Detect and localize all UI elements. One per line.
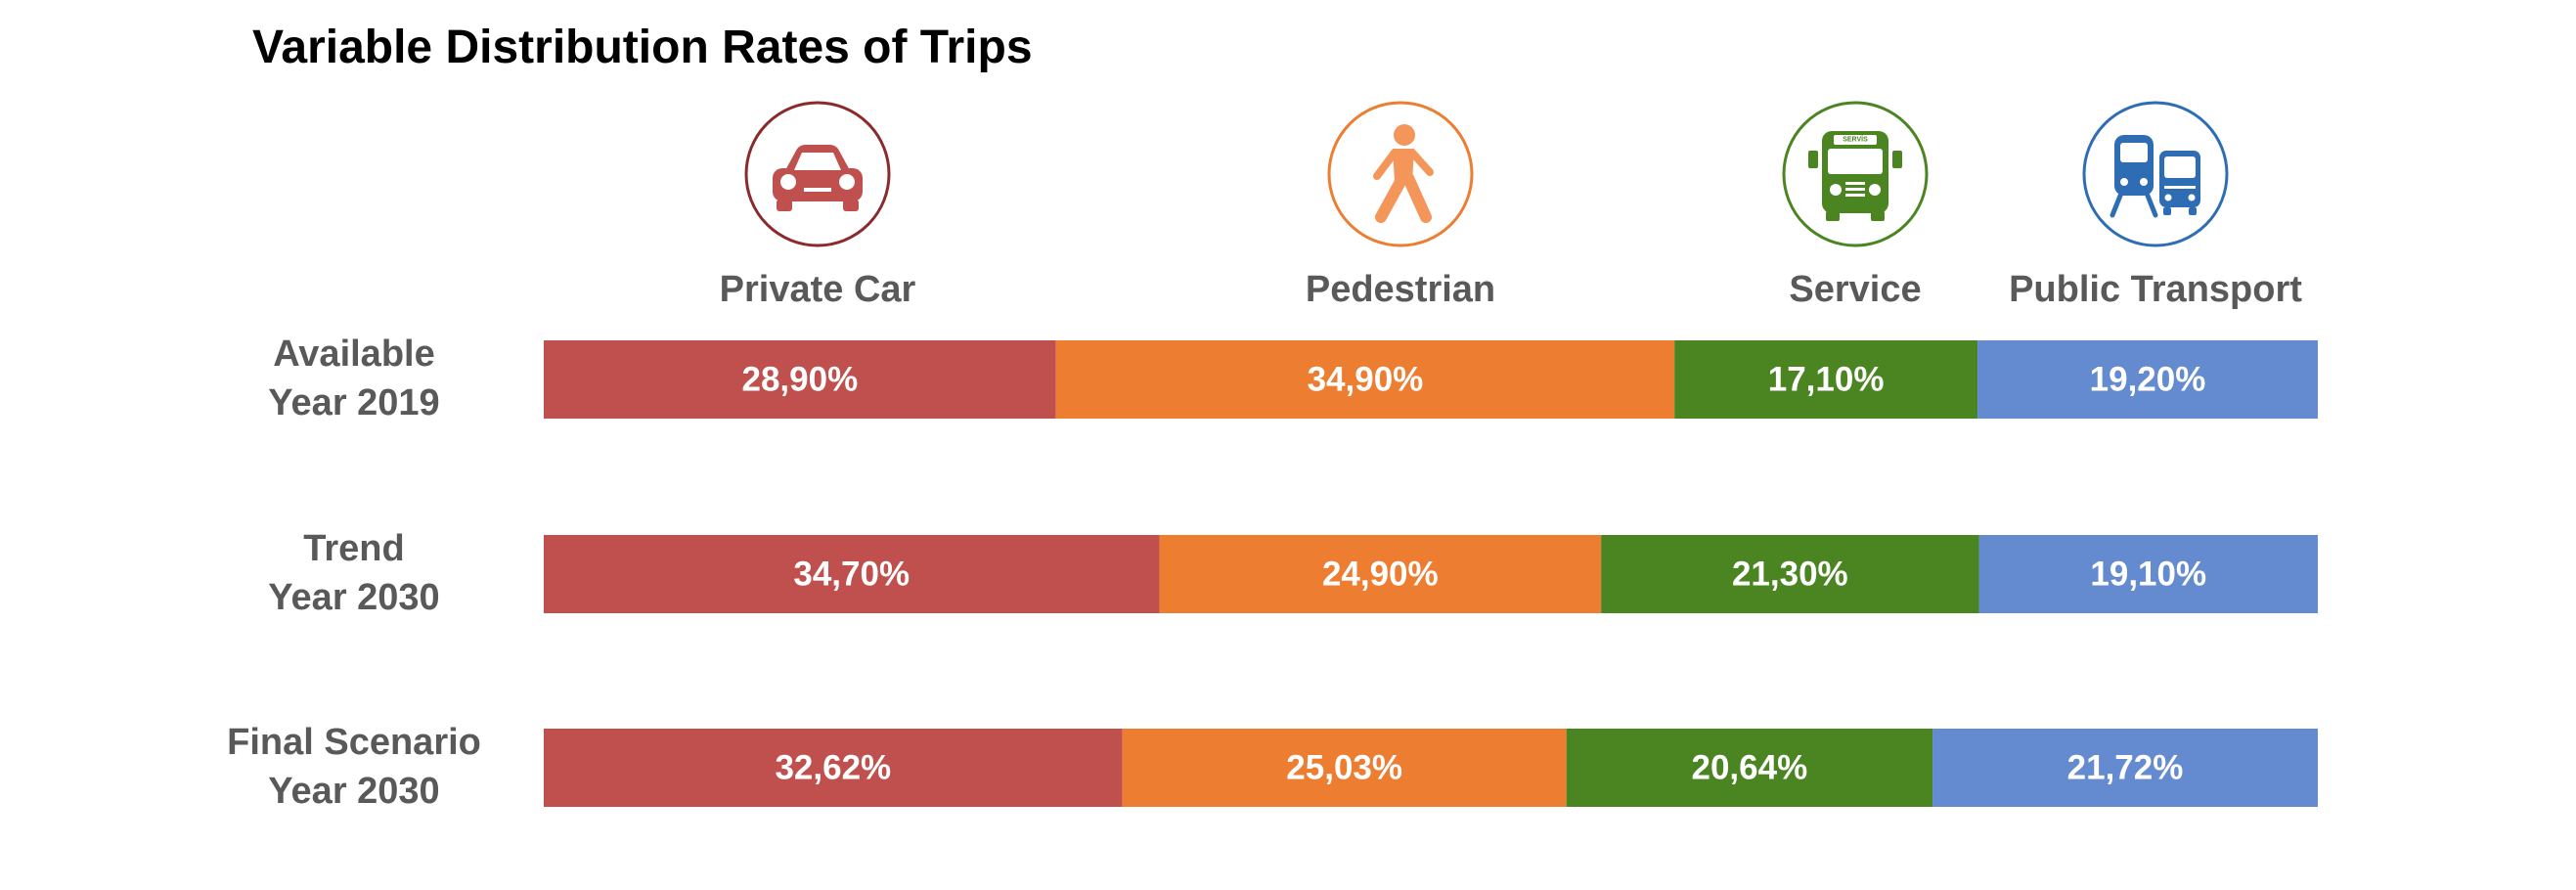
bar-segment bbox=[544, 535, 1160, 613]
bar-segment bbox=[1978, 535, 2318, 613]
legend-label: Private Car bbox=[720, 269, 916, 310]
category-label-line: Final Scenario bbox=[227, 722, 481, 763]
bar-value-label: 25,03% bbox=[1286, 749, 1402, 787]
bar-segment bbox=[1159, 535, 1602, 613]
chart-title: Variable Distribution Rates of Trips bbox=[252, 22, 1033, 73]
bar-value-label: 20,64% bbox=[1691, 749, 1807, 787]
bar-value-label: 32,62% bbox=[775, 749, 891, 787]
bar-segment bbox=[1566, 729, 1933, 807]
legend-label: Pedestrian bbox=[1306, 269, 1495, 310]
category-label: Trend Year 2030 bbox=[268, 528, 439, 618]
bar-segment bbox=[1122, 729, 1567, 807]
category-label: Available Year 2019 bbox=[268, 334, 439, 423]
bar-segment bbox=[544, 729, 1123, 807]
bar-value-label: 34,70% bbox=[793, 556, 910, 594]
category-label-line: Year 2030 bbox=[268, 771, 439, 812]
legend-item: Public Transport bbox=[2009, 101, 2302, 310]
car-icon bbox=[744, 101, 891, 247]
legend: Private Car Pedestrian SERVİS Service Public… bbox=[720, 101, 2302, 310]
bar-segment bbox=[1674, 340, 1978, 419]
legend-label: Service bbox=[1789, 269, 1921, 310]
category-label-line: Year 2030 bbox=[268, 577, 439, 618]
pedestrian-icon bbox=[1327, 101, 1474, 247]
category-label: Final Scenario Year 2030 bbox=[227, 722, 481, 812]
legend-label: Public Transport bbox=[2009, 269, 2302, 310]
bar-value-label: 19,10% bbox=[2090, 556, 2206, 594]
bars: 28,90% 34,90% 17,10% 19,20% 34,70% 24,90% 21,3… bbox=[544, 340, 2318, 807]
bar-value-label: 24,90% bbox=[1322, 556, 1439, 594]
bar-value-label: 34,90% bbox=[1308, 361, 1424, 399]
bar-value-label: 21,72% bbox=[2067, 749, 2184, 787]
bar-segment bbox=[1055, 340, 1675, 419]
service-badge-text: SERVİS bbox=[1843, 136, 1868, 144]
bar-segment bbox=[1932, 729, 2318, 807]
public-transport-icon bbox=[2082, 101, 2229, 247]
service-bus-icon: SERVİS bbox=[1782, 101, 1929, 247]
bar-value-label: 19,20% bbox=[2090, 361, 2206, 399]
legend-item: SERVİS Service bbox=[1782, 101, 1929, 310]
category-label-line: Trend bbox=[303, 528, 404, 569]
bar-value-label: 17,10% bbox=[1768, 361, 1885, 399]
bar-segment bbox=[1601, 535, 1979, 613]
bar-value-label: 21,30% bbox=[1732, 556, 1848, 594]
legend-item: Pedestrian bbox=[1306, 101, 1495, 310]
bar-segment bbox=[1977, 340, 2318, 419]
bar-value-label: 28,90% bbox=[742, 361, 859, 399]
bar-segment bbox=[544, 340, 1056, 419]
category-label-line: Available bbox=[273, 334, 434, 375]
category-label-line: Year 2019 bbox=[268, 382, 439, 423]
legend-item: Private Car bbox=[720, 101, 916, 310]
